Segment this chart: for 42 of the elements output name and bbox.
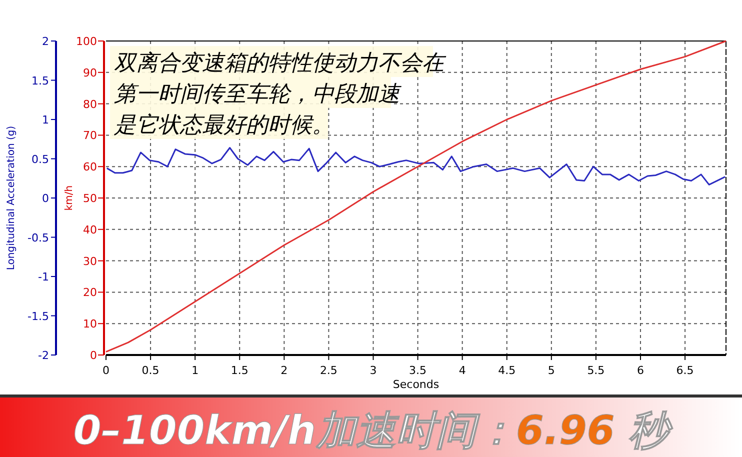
- annotation: 双离合变速箱的特性使动力不会在: [114, 51, 447, 76]
- y2-tick-label: -2: [38, 349, 49, 362]
- y2-tick-label: 2: [42, 35, 49, 48]
- x-tick-label: 2.5: [320, 364, 338, 377]
- x-tick-label: 4: [458, 364, 466, 377]
- x-tick-label: 6.5: [676, 364, 694, 377]
- y-tick-label: 80: [83, 98, 97, 111]
- annotation: 是它状态最好的时候。: [114, 113, 334, 138]
- x-tick-label: 2: [280, 364, 288, 377]
- x-tick-label: 0: [102, 364, 110, 377]
- y2-tick-label: 1.5: [32, 74, 49, 88]
- y2-tick-label: 1: [42, 114, 49, 126]
- x-tick-label: 4.5: [498, 364, 516, 377]
- y-tick-label: 50: [83, 192, 97, 205]
- y-tick-label: 20: [83, 286, 97, 300]
- x-tick-label: 1.5: [230, 364, 248, 377]
- y2-tick-label: -1.5: [28, 310, 49, 323]
- x-tick-label: 5.5: [587, 364, 605, 377]
- text: 0–100km/h加速时间：6.96 秒: [73, 408, 674, 454]
- y-axis-title: km/h: [64, 185, 75, 211]
- y-tick-label: 60: [83, 160, 97, 174]
- y2-tick-label: 0: [42, 192, 49, 205]
- y2-tick-label: -1: [38, 270, 49, 284]
- y-tick-label: 90: [83, 66, 97, 80]
- line-series: [106, 147, 726, 186]
- y2-tick-label: -0.5: [28, 231, 49, 244]
- x-tick-label: 1: [192, 364, 199, 377]
- x-tick-label: 5: [548, 364, 555, 377]
- y-tick-label: 0: [90, 349, 97, 362]
- y-tick-label: 40: [83, 223, 97, 236]
- x-tick-label: 0.5: [142, 364, 160, 377]
- annotation: 第一时间传至车轮，中段加速: [114, 82, 402, 107]
- y2-axis-title: Longitudinal Acceleration (g): [6, 126, 17, 270]
- y-tick-label: 30: [83, 254, 97, 268]
- y-tick-label: 10: [83, 318, 97, 331]
- x-tick-label: 6: [636, 364, 644, 377]
- y2-tick-label: 0.5: [32, 152, 49, 166]
- x-tick-label: 3.5: [409, 364, 427, 377]
- y-tick-label: 70: [83, 129, 97, 142]
- y-tick-label: 100: [76, 35, 97, 48]
- x-axis-title: Seconds: [392, 378, 440, 391]
- x-tick-label: 3: [370, 364, 377, 377]
